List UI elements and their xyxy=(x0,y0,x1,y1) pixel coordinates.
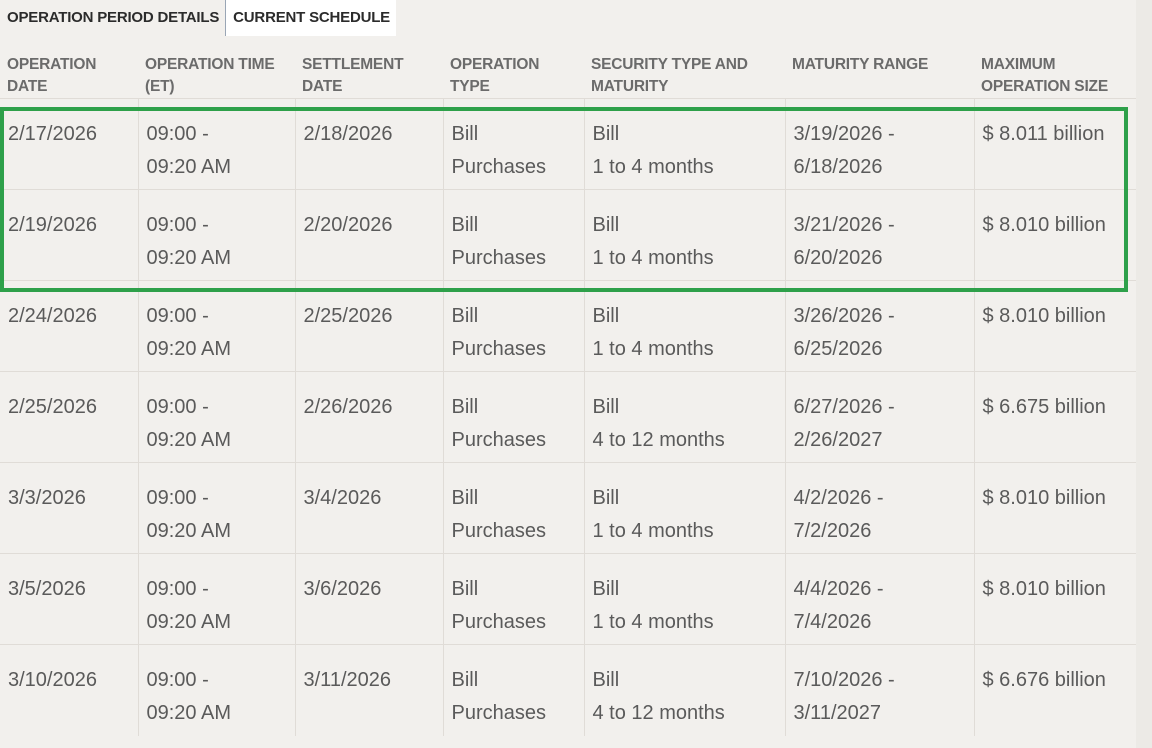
table-row: 2/17/2026 09:00 -09:20 AM 2/18/2026 Bill… xyxy=(0,98,1136,190)
cell-security-type: Bill 4 to 12 months xyxy=(583,644,785,736)
cell-maturity-range: 3/21/2026 -6/20/2026 xyxy=(784,189,974,281)
schedule-table: OPERATION DATE OPERATION TIME (ET) SETTLEM… xyxy=(0,44,1136,736)
header-maturity-range[interactable]: MATURITY RANGE xyxy=(792,56,929,73)
cell-operation-time: 09:00 -09:20 AM xyxy=(137,98,295,190)
cell-maximum-size: $ 8.010 billion xyxy=(973,280,1136,372)
cell-operation-type: Bill Purchases xyxy=(442,189,584,281)
cell-operation-date: 2/25/2026 xyxy=(0,371,138,463)
tab-current-schedule[interactable]: CURRENT SCHEDULE xyxy=(225,0,396,36)
table-row: 2/19/2026 09:00 -09:20 AM 2/20/2026 Bill… xyxy=(0,189,1136,281)
cell-security-type: Bill 1 to 4 months xyxy=(583,462,785,554)
cell-maximum-size: $ 8.010 billion xyxy=(973,189,1136,281)
cell-operation-type: Bill Purchases xyxy=(442,553,584,645)
cell-operation-time: 09:00 -09:20 AM xyxy=(137,553,295,645)
cell-maturity-range: 7/10/2026 -3/11/2027 xyxy=(784,644,974,736)
header-settlement-date[interactable]: SETTLEMENT DATE xyxy=(302,56,404,95)
cell-security-type: Bill 1 to 4 months xyxy=(583,553,785,645)
cell-operation-date: 3/3/2026 xyxy=(0,462,138,554)
cell-operation-date: 2/19/2026 xyxy=(0,189,138,281)
cell-settlement-date: 3/4/2026 xyxy=(294,462,443,554)
scroll-track[interactable] xyxy=(1136,0,1152,748)
cell-operation-type: Bill Purchases xyxy=(442,280,584,372)
cell-operation-time: 09:00 -09:20 AM xyxy=(137,189,295,281)
table-row: 3/10/2026 09:00 -09:20 AM 3/11/2026 Bill… xyxy=(0,644,1136,736)
table-row: 2/24/2026 09:00 -09:20 AM 2/25/2026 Bill… xyxy=(0,280,1136,372)
cell-operation-time: 09:00 -09:20 AM xyxy=(137,462,295,554)
cell-operation-type: Bill Purchases xyxy=(442,462,584,554)
cell-maturity-range: 6/27/2026 -2/26/2027 xyxy=(784,371,974,463)
header-maximum-operation-size[interactable]: MAXIMUM OPERATION SIZE xyxy=(981,56,1108,95)
cell-security-type: Bill 1 to 4 months xyxy=(583,189,785,281)
cell-security-type: Bill 1 to 4 months xyxy=(583,98,785,190)
cell-maturity-range: 4/4/2026 -7/4/2026 xyxy=(784,553,974,645)
cell-operation-time: 09:00 -09:20 AM xyxy=(137,644,295,736)
cell-operation-type: Bill Purchases xyxy=(442,371,584,463)
cell-security-type: Bill 4 to 12 months xyxy=(583,371,785,463)
cell-operation-type: Bill Purchases xyxy=(442,98,584,190)
cell-maximum-size: $ 8.010 billion xyxy=(973,462,1136,554)
cell-operation-type: Bill Purchases xyxy=(442,644,584,736)
table-row: 2/25/2026 09:00 -09:20 AM 2/26/2026 Bill… xyxy=(0,371,1136,463)
cell-settlement-date: 2/18/2026 xyxy=(294,98,443,190)
cell-maturity-range: 3/19/2026 -6/18/2026 xyxy=(784,98,974,190)
tab-bar: OPERATION PERIOD DETAILS CURRENT SCHEDUL… xyxy=(0,0,396,36)
cell-operation-date: 3/5/2026 xyxy=(0,553,138,645)
cell-security-type: Bill 1 to 4 months xyxy=(583,280,785,372)
table-row: 3/5/2026 09:00 -09:20 AM 3/6/2026 Bill Pu… xyxy=(0,553,1136,645)
cell-maximum-size: $ 6.676 billion xyxy=(973,644,1136,736)
cell-settlement-date: 3/6/2026 xyxy=(294,553,443,645)
table-row: 3/3/2026 09:00 -09:20 AM 3/4/2026 Bill Pu… xyxy=(0,462,1136,554)
header-operation-time[interactable]: OPERATION TIME (ET) xyxy=(145,56,275,95)
cell-maximum-size: $ 8.011 billion xyxy=(973,98,1136,190)
cell-settlement-date: 2/26/2026 xyxy=(294,371,443,463)
cell-operation-time: 09:00 -09:20 AM xyxy=(137,371,295,463)
cell-settlement-date: 2/20/2026 xyxy=(294,189,443,281)
cell-settlement-date: 3/11/2026 xyxy=(294,644,443,736)
cell-maximum-size: $ 8.010 billion xyxy=(973,553,1136,645)
header-operation-date[interactable]: OPERATION DATE xyxy=(7,56,97,95)
cell-maturity-range: 3/26/2026 -6/25/2026 xyxy=(784,280,974,372)
header-operation-type[interactable]: OPERATION TYPE xyxy=(450,56,540,95)
table-header-row: OPERATION DATE OPERATION TIME (ET) SETTLEM… xyxy=(0,44,1136,99)
cell-maturity-range: 4/2/2026 -7/2/2026 xyxy=(784,462,974,554)
header-security-type[interactable]: SECURITY TYPE AND MATURITY xyxy=(591,56,748,95)
cell-operation-date: 2/17/2026 xyxy=(0,98,138,190)
cell-operation-time: 09:00 -09:20 AM xyxy=(137,280,295,372)
cell-settlement-date: 2/25/2026 xyxy=(294,280,443,372)
cell-operation-date: 2/24/2026 xyxy=(0,280,138,372)
tab-operation-period-details[interactable]: OPERATION PERIOD DETAILS xyxy=(0,0,226,36)
cell-maximum-size: $ 6.675 billion xyxy=(973,371,1136,463)
cell-operation-date: 3/10/2026 xyxy=(0,644,138,736)
